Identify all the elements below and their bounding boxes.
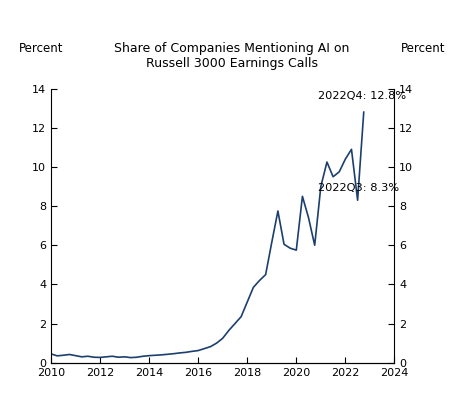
Text: Share of Companies Mentioning AI on
Russell 3000 Earnings Calls: Share of Companies Mentioning AI on Russ…: [114, 42, 349, 70]
Text: Percent: Percent: [19, 42, 63, 55]
Text: 2022Q3: 8.3%: 2022Q3: 8.3%: [318, 183, 399, 193]
Text: 2022Q4: 12.8%: 2022Q4: 12.8%: [318, 91, 406, 102]
Text: Percent: Percent: [400, 42, 444, 55]
